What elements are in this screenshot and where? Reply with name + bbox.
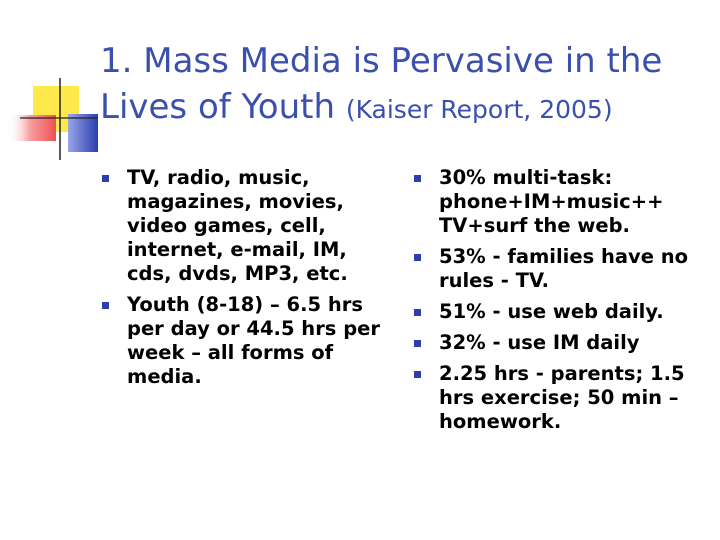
left-bullet-list: TV, radio, music, magazines, movies, vid…: [100, 166, 390, 396]
list-item: 30% multi-task: phone+IM+music++ TV+surf…: [412, 166, 712, 238]
square-bullet-icon: [414, 254, 421, 261]
title-main: 1. Mass Media is Pervasive in the Lives …: [100, 41, 663, 127]
list-item: 51% - use web daily.: [412, 300, 712, 324]
square-bullet-icon: [414, 371, 421, 378]
square-bullet-icon: [414, 340, 421, 347]
list-item: 32% - use IM daily: [412, 331, 712, 355]
list-item: TV, radio, music, magazines, movies, vid…: [100, 166, 390, 286]
square-bullet-icon: [102, 175, 109, 182]
right-bullet-list: 30% multi-task: phone+IM+music++ TV+surf…: [412, 166, 712, 441]
square-bullet-icon: [414, 309, 421, 316]
square-bullet-icon: [414, 175, 421, 182]
title-source: (Kaiser Report, 2005): [345, 95, 613, 124]
red-bar: [8, 115, 56, 141]
square-bullet-icon: [102, 302, 109, 309]
decorative-squares-graphic: [8, 78, 98, 160]
list-item: 2.25 hrs - parents; 1.5 hrs exercise; 50…: [412, 362, 712, 434]
list-item: 53% - families have no rules - TV.: [412, 245, 712, 293]
blue-square: [68, 114, 98, 152]
slide-title: 1. Mass Media is Pervasive in the Lives …: [100, 38, 700, 133]
list-item: Youth (8-18) – 6.5 hrs per day or 44.5 h…: [100, 293, 390, 389]
